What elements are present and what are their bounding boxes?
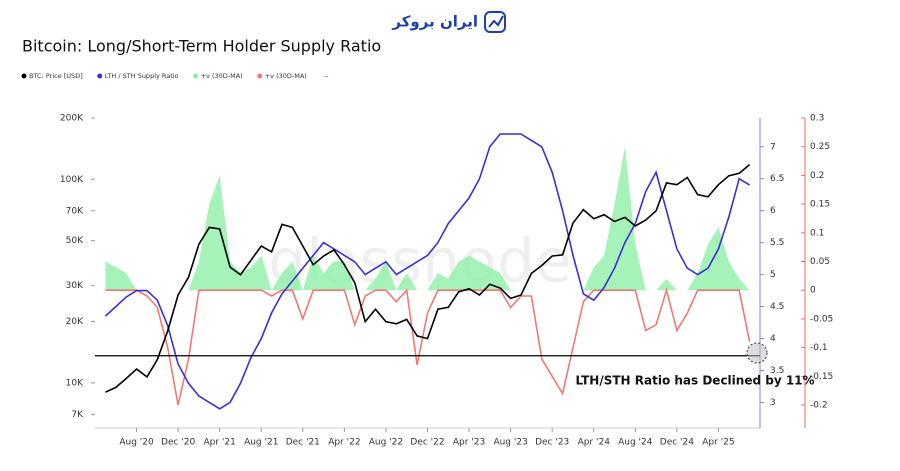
y-tick-label: 10K (66, 378, 84, 388)
y3-tick-label: 0 (810, 286, 816, 296)
line (105, 163, 751, 393)
y-tick-label: 50K (66, 236, 84, 246)
annotation: LTH/STH Ratio has Declined by 11% (575, 374, 814, 388)
y3-tick-label: -0.2 (810, 401, 828, 411)
line (104, 133, 751, 410)
y3-tick-label: 0.15 (810, 200, 830, 210)
y2-tick-label: 6 (770, 206, 776, 216)
y2-tick-label: 7 (770, 142, 776, 152)
x-tick-label: Dec '24 (660, 438, 694, 448)
chart-title: Bitcoin: Long/Short-Term Holder Supply R… (22, 37, 381, 56)
y2-tick-label: 3.5 (770, 366, 784, 376)
x-tick-label: Dec '20 (161, 438, 195, 448)
legend-label: +v (30D-MA) (265, 72, 307, 80)
y2-tick-label: 6.5 (770, 174, 784, 184)
x-tick-label: Apr '25 (702, 438, 734, 448)
x-tick-label: Dec '22 (410, 438, 444, 448)
x-tick-label: Apr '22 (328, 438, 360, 448)
logo-text: ایران بروکر (391, 13, 478, 31)
y3-tick-label: 0.2 (810, 171, 824, 181)
y-tick-label: 7K (71, 410, 84, 420)
y3-tick-label: 0.1 (810, 228, 824, 238)
y2-tick-label: 4.5 (770, 302, 784, 312)
y2-tick-label: 3 (770, 398, 776, 408)
legend-swatch (193, 73, 199, 79)
y-tick-label: 70K (66, 206, 84, 216)
y2-tick-label: 4 (770, 334, 776, 344)
x-tick-label: Apr '21 (204, 438, 236, 448)
x-tick-label: Aug '23 (493, 438, 527, 448)
y-tick-label: 30K (66, 281, 84, 291)
x-tick-label: Aug '20 (119, 438, 154, 448)
x-tick-label: Apr '24 (578, 438, 611, 448)
y2-tick-label: 5.5 (770, 238, 784, 248)
x-tick-label: Aug '24 (618, 438, 653, 448)
legend-extra: -- (324, 72, 329, 80)
y-tick-label: 200K (60, 114, 84, 124)
line (105, 287, 751, 406)
y2-tick-label: 5 (770, 270, 776, 280)
legend-label: BTC: Price [USD] (29, 72, 83, 80)
x-tick-label: Aug '21 (244, 438, 278, 448)
logo-icon (484, 11, 506, 33)
y-tick-label: 20K (66, 317, 84, 327)
legend-swatch (257, 73, 263, 79)
y3-tick-label: 0.3 (810, 114, 824, 124)
legend-swatch (21, 73, 27, 79)
legend-label: LTH / STH Supply Ratio (105, 72, 179, 80)
y3-tick-label: -0.15 (810, 372, 833, 382)
y-tick-label: 100K (60, 175, 84, 185)
y3-tick-label: 0.25 (810, 142, 830, 152)
y3-tick-label: -0.1 (810, 343, 828, 353)
x-tick-label: Aug '22 (369, 438, 403, 448)
x-tick-label: Dec '21 (286, 438, 320, 448)
legend-label: +v (30D-MA) (201, 72, 243, 80)
y3-tick-label: -0.05 (810, 314, 833, 324)
x-tick-label: Apr '23 (453, 438, 485, 448)
y3-tick-label: 0.05 (810, 257, 830, 267)
legend-swatch (97, 73, 103, 79)
x-tick-label: Dec '23 (535, 438, 569, 448)
highlight-circle (746, 342, 768, 364)
